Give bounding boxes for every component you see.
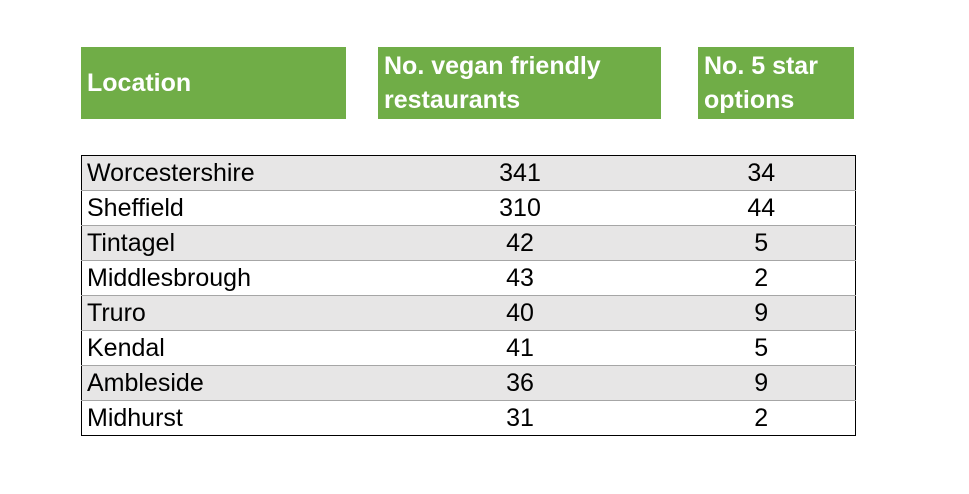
cell-five-star-count: 44 <box>667 190 856 226</box>
cell-vegan-count: 40 <box>372 295 668 331</box>
cell-five-star-count: 5 <box>667 225 856 261</box>
table-row: Middlesbrough 43 2 <box>81 260 856 296</box>
cell-vegan-count: 43 <box>372 260 668 296</box>
cell-vegan-count: 310 <box>372 190 668 226</box>
cell-location: Tintagel <box>81 225 373 261</box>
cell-five-star-count: 9 <box>667 295 856 331</box>
table-row: Midhurst 31 2 <box>81 400 856 436</box>
table-row: Tintagel 42 5 <box>81 225 856 261</box>
table-row: Kendal 41 5 <box>81 330 856 366</box>
cell-location: Ambleside <box>81 365 373 401</box>
table-row: Ambleside 36 9 <box>81 365 856 401</box>
header-stars-label-line1: No. 5 star <box>704 52 818 80</box>
cell-vegan-count: 42 <box>372 225 668 261</box>
header-vegan-label-line1: No. vegan friendly <box>384 52 601 80</box>
cell-vegan-count: 31 <box>372 400 668 436</box>
table-row: Worcestershire 341 34 <box>81 155 856 191</box>
table-row: Sheffield 310 44 <box>81 190 856 226</box>
cell-location: Kendal <box>81 330 373 366</box>
cell-five-star-count: 2 <box>667 400 856 436</box>
cell-vegan-count: 41 <box>372 330 668 366</box>
header-location-label: Location <box>87 69 192 97</box>
cell-five-star-count: 9 <box>667 365 856 401</box>
cell-vegan-count: 341 <box>372 155 668 191</box>
table-body: Worcestershire 341 34 Sheffield 310 44 Tintage… <box>81 155 856 436</box>
data-table: Worcestershire 341 34 Sheffield 310 44 Tintage… <box>81 155 856 436</box>
cell-location: Truro <box>81 295 373 331</box>
cell-five-star-count: 5 <box>667 330 856 366</box>
header-location: Location <box>81 47 346 119</box>
header-five-star-options: No. 5 star options <box>698 47 854 119</box>
header-stars-label-line2: options <box>704 86 795 114</box>
cell-location: Worcestershire <box>81 155 373 191</box>
cell-five-star-count: 34 <box>667 155 856 191</box>
header-vegan-restaurants: No. vegan friendly restaurants <box>378 47 661 119</box>
header-vegan-label-line2: restaurants <box>384 86 521 114</box>
cell-location: Middlesbrough <box>81 260 373 296</box>
cell-vegan-count: 36 <box>372 365 668 401</box>
cell-location: Sheffield <box>81 190 373 226</box>
table-row: Truro 40 9 <box>81 295 856 331</box>
cell-location: Midhurst <box>81 400 373 436</box>
cell-five-star-count: 2 <box>667 260 856 296</box>
